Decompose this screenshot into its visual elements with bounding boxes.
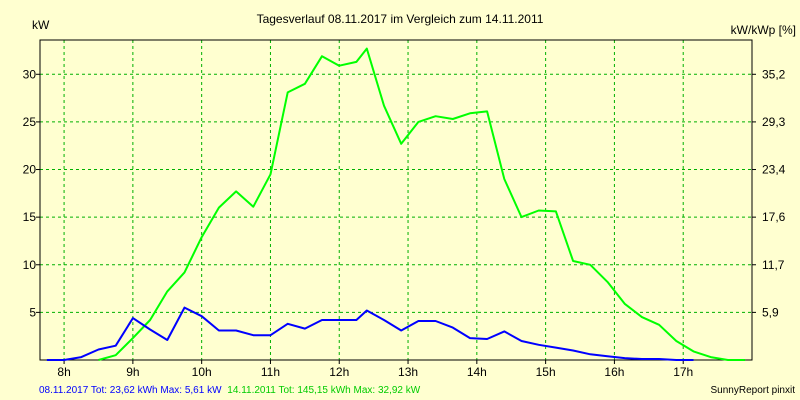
y2-tick-label: 35,2 <box>762 67 786 81</box>
y2-tick-label: 29,3 <box>762 115 786 129</box>
chart-title: Tagesverlauf 08.11.2017 im Vergleich zum… <box>257 12 544 26</box>
credit-label: SunnyReport pinxit <box>711 385 796 396</box>
y-tick-label: 10 <box>23 258 37 272</box>
x-tick-label: 10h <box>192 365 212 379</box>
x-axis-ticks: 8h 9h 10h 11h 12h 13h 14h 15h 16h 17h <box>57 360 693 379</box>
footer-summary: 08.11.2017 Tot: 23,62 kWh Max: 5,61 kW 1… <box>39 385 421 396</box>
x-tick-label: 15h <box>536 365 556 379</box>
grid-lines <box>40 40 752 360</box>
plot-area-border <box>39 39 753 361</box>
x-tick-label: 9h <box>126 365 139 379</box>
series-lines <box>46 47 746 361</box>
y-tick-label: 25 <box>23 115 37 129</box>
axes <box>39 39 753 361</box>
x-tick-label: 16h <box>604 365 624 379</box>
y2-tick-label: 5,9 <box>762 305 779 319</box>
right-y-axis-ticks: 5,9 11,7 17,6 23,4 29,3 35,2 <box>752 67 786 319</box>
x-tick-label: 12h <box>329 365 349 379</box>
y-tick-label: 15 <box>23 210 37 224</box>
y-tick-label: 30 <box>23 67 37 81</box>
left-y-axis-ticks: 5 10 15 20 25 30 <box>23 67 40 319</box>
x-tick-label: 13h <box>398 365 418 379</box>
y2-tick-label: 23,4 <box>762 163 786 177</box>
y2-tick-label: 11,7 <box>762 258 785 272</box>
series-line-08-11-2017 <box>46 306 694 361</box>
x-tick-label: 17h <box>673 365 693 379</box>
y-tick-label: 5 <box>29 305 36 319</box>
x-tick-label: 8h <box>57 365 70 379</box>
y-tick-label: 20 <box>23 163 37 177</box>
right-axis-unit: kW/kWp [%] <box>731 23 796 37</box>
left-axis-unit: kW <box>32 18 50 32</box>
y2-tick-label: 17,6 <box>762 210 786 224</box>
x-tick-label: 11h <box>261 365 280 379</box>
footer-summary-2011: 14.11.2011 Tot: 145,15 kWh Max: 32,92 kW <box>227 385 420 396</box>
x-tick-label: 14h <box>467 365 487 379</box>
footer-summary-2017: 08.11.2017 Tot: 23,62 kWh Max: 5,61 kW <box>39 385 222 396</box>
series-line-14-11-2011 <box>98 47 746 361</box>
